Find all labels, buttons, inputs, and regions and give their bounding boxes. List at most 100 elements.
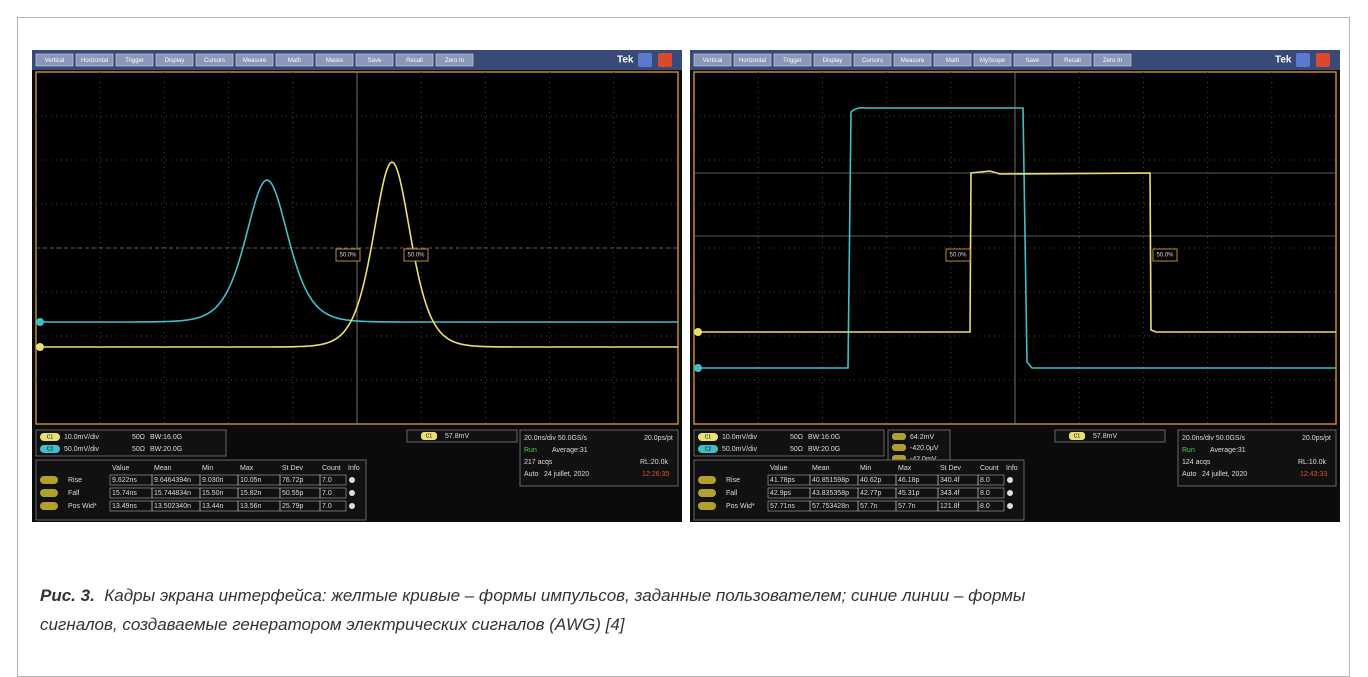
- status-text: 124 acqs: [1182, 459, 1211, 466]
- close-button[interactable]: [1316, 53, 1330, 67]
- menu-label: Save: [1026, 58, 1040, 64]
- math-value: 64.2mV: [910, 434, 934, 441]
- table-header: Value: [112, 465, 129, 472]
- table-header: Max: [240, 465, 254, 472]
- menu-label: Masks: [326, 58, 343, 64]
- table-cell-text: 43.835358p: [812, 490, 849, 497]
- table-cell-text: 76.72p: [282, 477, 304, 484]
- table-cell-text: 8.0: [980, 490, 990, 497]
- table-cell-text: 13.44n: [202, 503, 224, 510]
- info-icon: [349, 503, 355, 509]
- menu-label: Recall: [406, 58, 423, 64]
- cursor-label: 50.0%: [339, 253, 357, 259]
- table-cell-text: 41.78ps: [770, 477, 795, 484]
- table-cell-text: Pos Wid*: [726, 503, 755, 510]
- table-cell-text: 13.56n: [240, 503, 262, 510]
- table-cell-text: 57.7n: [860, 503, 878, 510]
- table-cell-text: 343.4f: [940, 490, 960, 497]
- menu-label: Recall: [1064, 58, 1081, 64]
- table-cell-text: 57.71ns: [770, 503, 795, 510]
- menu-label: Measure: [243, 58, 267, 64]
- status-text: RL:20.0k: [640, 459, 669, 466]
- table-header: Mean: [154, 465, 172, 472]
- status-text: 12:43:33: [1300, 471, 1327, 478]
- channel-imp: 50Ω: [132, 446, 145, 453]
- row-pill: [698, 489, 716, 497]
- table-cell-text: Fall: [726, 490, 738, 497]
- table-cell-text: 57.7n: [898, 503, 916, 510]
- row-pill: [698, 502, 716, 510]
- table-cell-text: Rise: [726, 477, 740, 484]
- table-cell-text: 9.6464394n: [154, 477, 191, 484]
- menu-label: Save: [368, 58, 382, 64]
- channel-id: C1: [705, 434, 712, 440]
- table-cell-text: 9.030n: [202, 477, 224, 484]
- channel-bw: BW:16.0G: [808, 434, 840, 441]
- table-header: Mean: [812, 465, 830, 472]
- status-text: Run: [1182, 447, 1195, 454]
- status-text: RL:10.0k: [1298, 459, 1327, 466]
- menu-label: Cursors: [862, 58, 883, 64]
- trigger-level: 57.8mV: [1093, 433, 1117, 440]
- channel-imp: 50Ω: [790, 446, 803, 453]
- status-text: 24 juillet, 2020: [544, 471, 589, 478]
- channel-scale: 10.0mV/div: [64, 434, 100, 441]
- channel-imp: 50Ω: [132, 434, 145, 441]
- status-text: 12:26:35: [642, 471, 669, 478]
- status-text: Average:31: [1210, 447, 1246, 454]
- info-icon: [1007, 503, 1013, 509]
- brand: Tek: [617, 55, 634, 66]
- menu-label: Trigger: [783, 58, 802, 64]
- menu-label: Measure: [901, 58, 925, 64]
- status-text: Average:31: [552, 447, 588, 454]
- channel-scale: 10.0mV/div: [722, 434, 758, 441]
- row-pill: [40, 476, 58, 484]
- caption-line: Рис. 3. Кадры экрана интерфейса: желтые …: [40, 586, 1025, 606]
- caption-text: сигналов, создаваемые генератором электр…: [40, 615, 625, 635]
- info-icon: [349, 477, 355, 483]
- min-button[interactable]: [638, 53, 652, 67]
- channel-scale: 50.0mV/div: [722, 446, 758, 453]
- table-cell-text: 15.74ns: [112, 490, 137, 497]
- table-cell-text: 10.05n: [240, 477, 262, 484]
- close-button[interactable]: [658, 53, 672, 67]
- table-cell-text: Pos Wid*: [68, 503, 97, 510]
- caption-label: Рис. 3.: [40, 586, 95, 605]
- table-header: Min: [202, 465, 213, 472]
- menu-label: Horizontal: [739, 58, 766, 64]
- table-cell-text: 40.851598p: [812, 477, 849, 484]
- scope-screen: VerticalHorizontalTriggerDisplayCursorsM…: [690, 50, 1340, 522]
- min-button[interactable]: [1296, 53, 1310, 67]
- menu-label: Zero In: [1103, 58, 1122, 64]
- status-text: 20.0ns/div 50.0GS/s: [524, 435, 588, 442]
- table-cell-text: 46.18p: [898, 477, 920, 484]
- table-header: St Dev: [282, 465, 304, 472]
- row-pill: [40, 489, 58, 497]
- channel-marker: [36, 318, 44, 326]
- menu-label: Horizontal: [81, 58, 108, 64]
- channel-imp: 50Ω: [790, 434, 803, 441]
- menu-label: Math: [288, 58, 301, 64]
- info-icon: [1007, 477, 1013, 483]
- status-text: 20.0ps/pt: [1302, 435, 1331, 442]
- channel-bw: BW:20.0G: [808, 446, 840, 453]
- table-cell-text: 7.0: [322, 490, 332, 497]
- table-cell-text: 15.82n: [240, 490, 262, 497]
- table-header: St Dev: [940, 465, 962, 472]
- cursor-label: 50.0%: [949, 253, 967, 259]
- channel-marker: [36, 343, 44, 351]
- channel-marker: [694, 364, 702, 372]
- table-cell-text: 8.0: [980, 503, 990, 510]
- table-header: Max: [898, 465, 912, 472]
- table-cell-text: 15.50n: [202, 490, 224, 497]
- table-cell-text: 40.62p: [860, 477, 882, 484]
- table-cell-text: 7.0: [322, 503, 332, 510]
- table-cell-text: 7.0: [322, 477, 332, 484]
- table-cell-text: 9.622ns: [112, 477, 137, 484]
- table-cell-text: 42.77p: [860, 490, 882, 497]
- channel-id: C2: [705, 446, 712, 452]
- table-header: Min: [860, 465, 871, 472]
- menu-label: Vertical: [45, 58, 65, 64]
- table-cell-text: Fall: [68, 490, 80, 497]
